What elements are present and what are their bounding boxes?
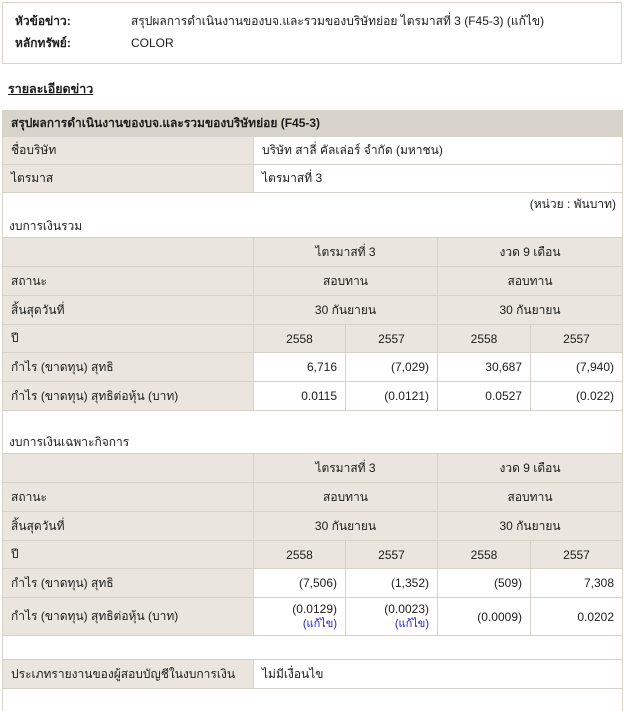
amendment-note: (แก้ไข) <box>262 617 337 631</box>
s2-year-p-2558: 2558 <box>438 541 531 569</box>
s2-eps-q-2558: (0.0129) <box>262 602 337 617</box>
s1-year-q-2557: 2557 <box>346 325 438 353</box>
s2-net-profit-q-2558: (7,506) <box>254 569 346 598</box>
s1-end-date-period: 30 กันยายน <box>438 296 623 325</box>
s2-status-period: สอบทาน <box>438 483 623 512</box>
s2-net-profit-row: กำไร (ขาดทุน) สุทธิ (7,506) (1,352) (509… <box>3 569 623 598</box>
s2-net-profit-p-2557: 7,308 <box>531 569 623 598</box>
quarter-value: ไตรมาสที่ 3 <box>254 165 623 193</box>
security-symbol-value: COLOR <box>131 32 609 54</box>
s2-eps-p-2557: 0.0202 <box>531 598 623 636</box>
s1-status-label: สถานะ <box>3 267 254 296</box>
s1-net-profit-p-2558: 30,687 <box>438 353 531 382</box>
unit-and-section1-row: (หน่วย : พันบาท) งบการเงินรวม <box>3 193 623 238</box>
s2-quarter-header: ไตรมาสที่ 3 <box>254 454 438 483</box>
s2-eps-label: กำไร (ขาดทุน) สุทธิต่อหุ้น (บาท) <box>3 598 254 636</box>
news-topic-row: หัวข้อข่าว: สรุปผลการดำเนินงานของบจ.และร… <box>15 10 609 32</box>
security-symbol-label: หลักทรัพย์: <box>15 32 131 54</box>
news-topic-value: สรุปผลการดำเนินงานของบจ.และรวมของบริษัทย… <box>131 10 609 32</box>
s1-end-date-quarter: 30 กันยายน <box>254 296 438 325</box>
report-title-row: สรุปผลการดำเนินงานของบจ.และรวมของบริษัทย… <box>3 111 623 137</box>
s2-net-profit-label: กำไร (ขาดทุน) สุทธิ <box>3 569 254 598</box>
quarter-label: ไตรมาส <box>3 165 254 193</box>
s1-eps-p-2557: (0.022) <box>531 382 623 411</box>
s1-end-date-row: สิ้นสุดวันที่ 30 กันยายน 30 กันยายน <box>3 296 623 325</box>
s1-year-row: ปี 2558 2557 2558 2557 <box>3 325 623 353</box>
s2-net-profit-p-2558: (509) <box>438 569 531 598</box>
s1-header-blank-cell <box>3 238 254 267</box>
s2-year-row: ปี 2558 2557 2558 2557 <box>3 541 623 569</box>
s1-eps-row: กำไร (ขาดทุน) สุทธิต่อหุ้น (บาท) 0.0115 … <box>3 382 623 411</box>
s1-status-period: สอบทาน <box>438 267 623 296</box>
s2-header-blank-cell <box>3 454 254 483</box>
news-topic-label: หัวข้อข่าว: <box>15 10 131 32</box>
amendment-note: (แก้ไข) <box>354 617 429 631</box>
report-title: สรุปผลการดำเนินงานของบจ.และรวมของบริษัทย… <box>3 111 623 137</box>
s2-year-q-2558: 2558 <box>254 541 346 569</box>
s1-period-header-row: ไตรมาสที่ 3 งวด 9 เดือน <box>3 238 623 267</box>
s1-net-profit-p-2557: (7,940) <box>531 353 623 382</box>
s1-quarter-header: ไตรมาสที่ 3 <box>254 238 438 267</box>
spacer-row <box>3 636 623 660</box>
auditor-report-label: ประเภทรายงานของผู้สอบบัญชีในงบการเงิน <box>3 660 254 689</box>
section-separate-title: งบการเงินเฉพาะกิจการ <box>9 434 616 450</box>
s1-status-row: สถานะ สอบทาน สอบทาน <box>3 267 623 296</box>
s2-year-label: ปี <box>3 541 254 569</box>
auditor-report-value: ไม่มีเงื่อนไข <box>254 660 623 689</box>
f45-report-table: สรุปผลการดำเนินงานของบจ.และรวมของบริษัทย… <box>2 110 623 711</box>
s2-status-row: สถานะ สอบทาน สอบทาน <box>3 483 623 512</box>
quarter-row: ไตรมาส ไตรมาสที่ 3 <box>3 165 623 193</box>
s1-net-profit-label: กำไร (ขาดทุน) สุทธิ <box>3 353 254 382</box>
section2-title-row: งบการเงินเฉพาะกิจการ <box>3 411 623 454</box>
s2-status-quarter: สอบทาน <box>254 483 438 512</box>
s2-eps-p-2558: (0.0009) <box>438 598 531 636</box>
s1-year-label: ปี <box>3 325 254 353</box>
s1-eps-label: กำไร (ขาดทุน) สุทธิต่อหุ้น (บาท) <box>3 382 254 411</box>
s1-net-profit-q-2558: 6,716 <box>254 353 346 382</box>
s2-eps-row: กำไร (ขาดทุน) สุทธิต่อหุ้น (บาท) (0.0129… <box>3 598 623 636</box>
s2-year-p-2557: 2557 <box>531 541 623 569</box>
news-header-box: หัวข้อข่าว: สรุปผลการดำเนินงานของบจ.และร… <box>2 2 622 64</box>
s1-status-quarter: สอบทาน <box>254 267 438 296</box>
s2-end-date-row: สิ้นสุดวันที่ 30 กันยายน 30 กันยายน <box>3 512 623 541</box>
s1-period-header: งวด 9 เดือน <box>438 238 623 267</box>
s2-year-q-2557: 2557 <box>346 541 438 569</box>
s1-net-profit-row: กำไร (ขาดทุน) สุทธิ 6,716 (7,029) 30,687… <box>3 353 623 382</box>
s1-year-p-2558: 2558 <box>438 325 531 353</box>
s2-net-profit-q-2557: (1,352) <box>346 569 438 598</box>
s1-year-q-2558: 2558 <box>254 325 346 353</box>
company-row: ชื่อบริษัท บริษัท สาลี่ คัลเล่อร์ จำกัด … <box>3 137 623 165</box>
company-value: บริษัท สาลี่ คัลเล่อร์ จำกัด (มหาชน) <box>254 137 623 165</box>
section-consolidated-title: งบการเงินรวม <box>9 218 616 234</box>
s1-eps-q-2557: (0.0121) <box>346 382 438 411</box>
s2-end-date-quarter: 30 กันยายน <box>254 512 438 541</box>
security-symbol-row: หลักทรัพย์: COLOR <box>15 32 609 54</box>
company-label: ชื่อบริษัท <box>3 137 254 165</box>
s2-period-header: งวด 9 เดือน <box>438 454 623 483</box>
s2-status-label: สถานะ <box>3 483 254 512</box>
news-detail-heading: รายละเอียดข่าว <box>8 79 630 99</box>
s2-period-header-row: ไตรมาสที่ 3 งวด 9 เดือน <box>3 454 623 483</box>
s2-eps-q-2557: (0.0023) <box>354 602 429 617</box>
s1-eps-p-2558: 0.0527 <box>438 382 531 411</box>
s2-end-date-label: สิ้นสุดวันที่ <box>3 512 254 541</box>
s2-end-date-period: 30 กันยายน <box>438 512 623 541</box>
s1-eps-q-2558: 0.0115 <box>254 382 346 411</box>
unit-note: (หน่วย : พันบาท) <box>9 196 616 212</box>
auditor-report-row: ประเภทรายงานของผู้สอบบัญชีในงบการเงิน ไม… <box>3 660 623 689</box>
s1-year-p-2557: 2557 <box>531 325 623 353</box>
s1-net-profit-q-2557: (7,029) <box>346 353 438 382</box>
s1-end-date-label: สิ้นสุดวันที่ <box>3 296 254 325</box>
